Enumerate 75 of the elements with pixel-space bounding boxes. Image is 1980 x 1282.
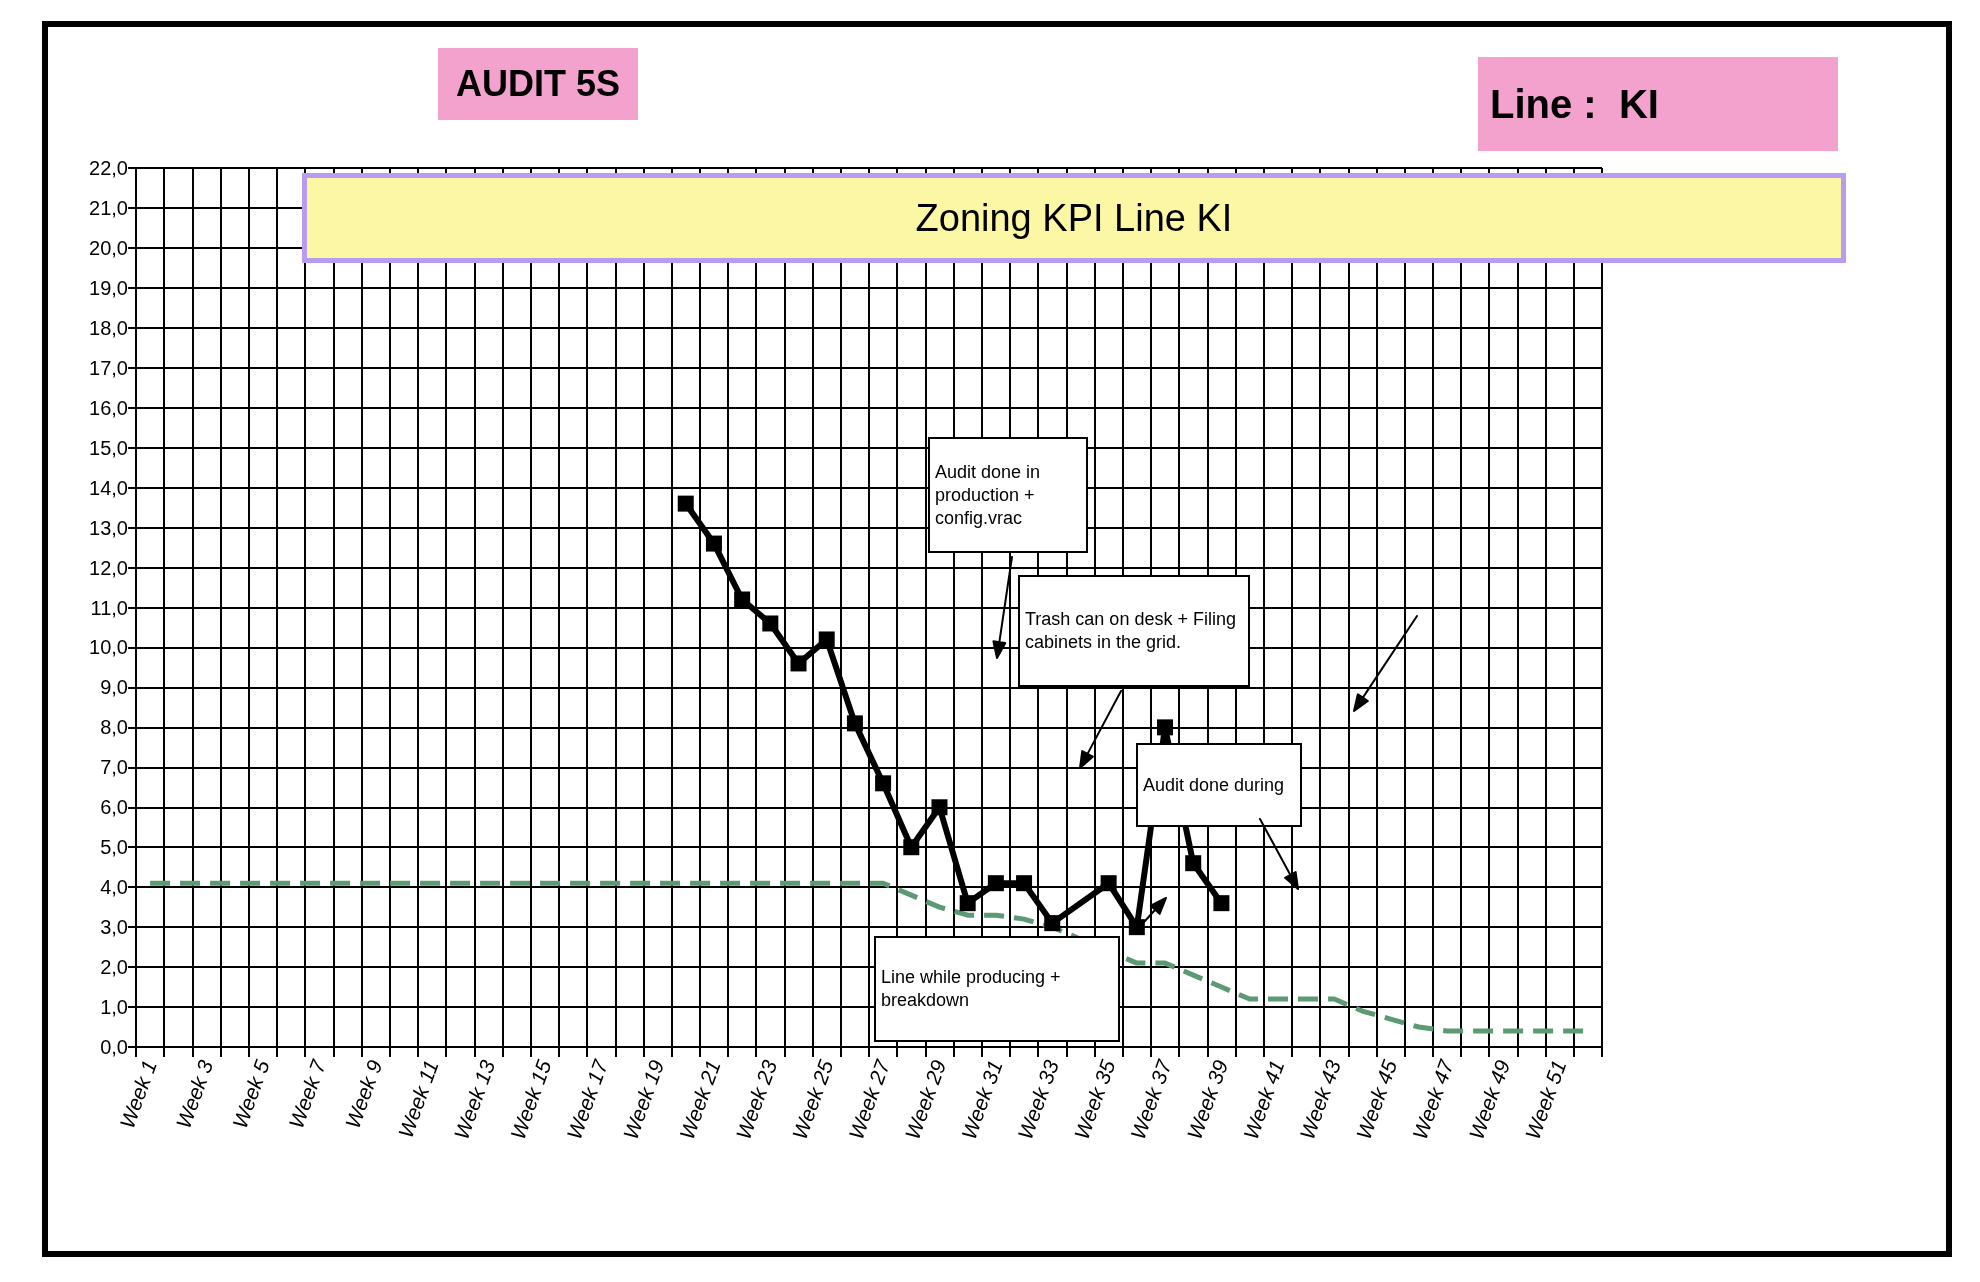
- y-tick-label: 3,0: [100, 916, 128, 939]
- y-tick-label: 8,0: [100, 716, 128, 739]
- text: AUDIT 5S: [455, 63, 621, 105]
- y-tick-label: 17,0: [89, 356, 128, 379]
- x-tick-label: Week 37: [1126, 1055, 1177, 1143]
- x-tick-label: Week 41: [1238, 1057, 1289, 1143]
- point: [705, 535, 722, 552]
- x-tick-label: Week 51: [1520, 1057, 1571, 1143]
- y-tick-label: 1,0: [100, 996, 128, 1019]
- x-tick-label: Week 39: [1182, 1056, 1233, 1143]
- point: [987, 875, 1004, 892]
- y-tick-label: 22,0: [89, 157, 128, 179]
- y-tick-label: 11,0: [90, 596, 128, 619]
- x-tick-label: Week 3: [171, 1056, 218, 1132]
- x-tick-label: Week 7: [284, 1055, 331, 1132]
- x-tick-label: Week 33: [1013, 1056, 1064, 1143]
- x-tick-label: Week 45: [1351, 1056, 1402, 1143]
- point: [734, 591, 751, 608]
- point: [931, 799, 948, 816]
- point: [875, 775, 892, 792]
- annotation: Audit done during: [1143, 773, 1285, 797]
- y-tick-label: 10,0: [89, 636, 128, 659]
- y-tick-label: 16,0: [89, 396, 128, 419]
- y-tick-label: 4,0: [100, 876, 128, 899]
- y-tick-label: 9,0: [100, 676, 128, 699]
- text: Zoning KPI Line KI: [915, 196, 1233, 240]
- x-tick-label: Week 31: [956, 1057, 1007, 1143]
- x-tick-label: Week 15: [505, 1056, 556, 1143]
- annotation: Line while producing + breakdown: [881, 966, 1062, 1012]
- y-tick-label: 2,0: [100, 956, 128, 979]
- x-tick-label: Week 29: [900, 1056, 951, 1143]
- x-tick-label: Week 17: [562, 1055, 613, 1143]
- y-tick-label: 5,0: [100, 836, 128, 859]
- y-tick-label: 0,0: [100, 1036, 128, 1058]
- y-tick-label: 20,0: [89, 236, 128, 259]
- x-tick-label: Week 43: [1295, 1056, 1346, 1143]
- point: [1100, 875, 1117, 892]
- point: [1128, 919, 1145, 936]
- y-tick-label: 7,0: [100, 756, 128, 779]
- point: [790, 655, 807, 672]
- x-tick-label: Week 25: [787, 1056, 838, 1143]
- point: [1044, 915, 1061, 932]
- point: [1157, 719, 1174, 736]
- point: [762, 615, 779, 632]
- annotation: Audit done in production + config.vrac: [935, 460, 1042, 530]
- x-tick-label: Week 47: [1407, 1055, 1459, 1143]
- x-tick-label: Week 13: [449, 1056, 500, 1143]
- point: [1016, 875, 1033, 892]
- y-tick-label: 15,0: [89, 436, 128, 459]
- point: [959, 895, 976, 912]
- x-tick-label: Week 49: [1464, 1056, 1515, 1143]
- x-tick-label: Week 23: [731, 1056, 782, 1143]
- y-tick-label: 6,0: [100, 796, 128, 819]
- x-tick-label: Week 35: [1069, 1056, 1120, 1143]
- point: [1213, 895, 1230, 912]
- point: [677, 495, 694, 512]
- x-tick-label: Week 1: [115, 1057, 161, 1132]
- point: [818, 631, 835, 648]
- y-tick-label: 12,0: [89, 556, 128, 579]
- x-tick-label: Week 27: [844, 1055, 895, 1143]
- x-tick-label: Week 9: [340, 1056, 387, 1132]
- annotation: Trash can on desk + Filing cabinets in the grid.: [1025, 608, 1237, 654]
- x-tick-label: Week 5: [227, 1056, 274, 1132]
- y-tick-label: 13,0: [89, 516, 128, 539]
- point: [846, 715, 863, 732]
- text: Line : KI: [1490, 82, 1659, 126]
- x-tick-label: Week 21: [674, 1057, 725, 1143]
- y-tick-label: 21,0: [89, 196, 128, 219]
- x-tick-label: Week 19: [618, 1056, 669, 1143]
- y-tick-label: 18,0: [89, 316, 128, 339]
- point: [1185, 855, 1202, 872]
- point: [903, 839, 920, 856]
- y-tick-label: 14,0: [89, 476, 128, 499]
- y-tick-label: 19,0: [89, 276, 128, 299]
- x-tick-label: Week 11: [393, 1057, 443, 1141]
